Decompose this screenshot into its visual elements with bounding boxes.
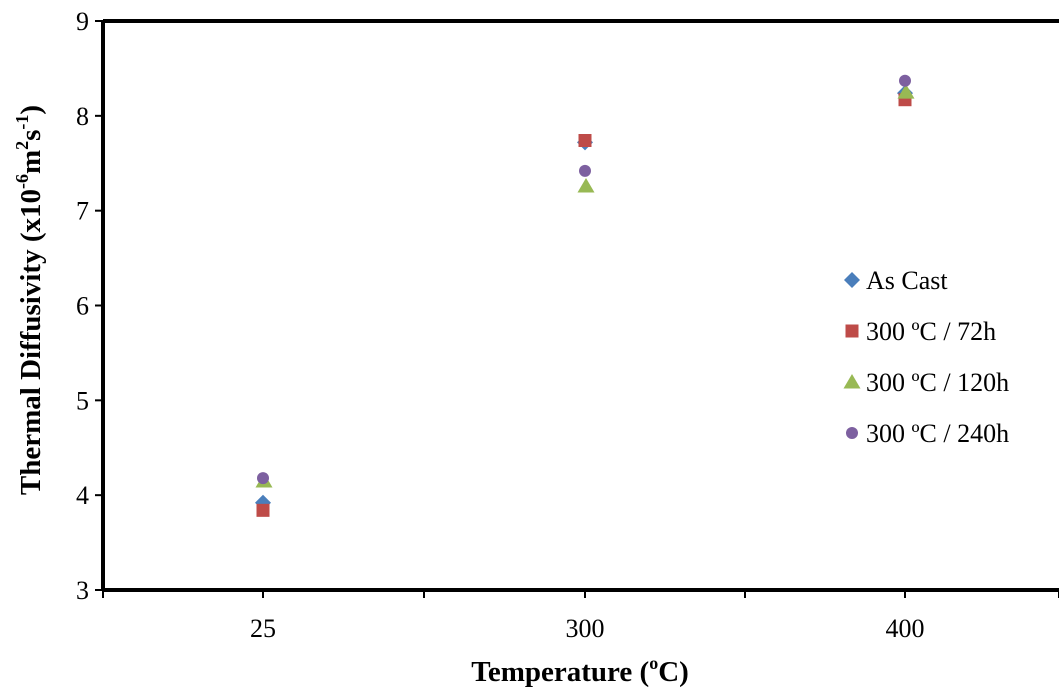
legend-label-300c-120h: 300 ºC / 120h	[866, 368, 1009, 397]
x-axis-title-superscript: o	[649, 653, 658, 673]
x-axis-title: Temperature (oC)	[471, 653, 689, 688]
y-tick-label: 6	[76, 292, 89, 321]
legend-marker-diamond-icon	[844, 272, 860, 288]
data-point-square	[256, 503, 270, 517]
y-axis-ticks: 3 4 5 6 7 8 9	[76, 7, 103, 605]
legend-marker-square-icon	[845, 324, 859, 338]
y-axis-title-mid: m	[15, 150, 47, 174]
data-point-circle	[257, 472, 269, 485]
legend-label-300c-240h: 300 ºC / 240h	[866, 419, 1009, 448]
x-axis-ticks: 25 300 400	[102, 590, 1059, 643]
data-point-square	[578, 133, 592, 147]
x-tick-label: 25	[250, 614, 276, 643]
legend: As Cast 300 ºC / 72h 300 ºC / 120h 300 º…	[843, 266, 1009, 448]
y-axis-title: Thermal Diffusivity (x10-6m2s-1)	[12, 105, 47, 495]
legend-marker-triangle-icon	[843, 374, 861, 389]
x-tick-label: 400	[886, 614, 925, 643]
y-tick-label: 5	[76, 386, 89, 415]
legend-marker-circle-icon	[846, 427, 858, 439]
legend-item-300c-72h: 300 ºC / 72h	[845, 317, 996, 346]
plot-frame	[101, 19, 1059, 592]
y-tick-label: 7	[76, 197, 89, 226]
x-axis-title-end: C)	[658, 656, 689, 688]
legend-label-as-cast: As Cast	[866, 266, 948, 295]
x-tick-label: 300	[566, 614, 605, 643]
data-points	[255, 74, 915, 517]
y-axis-title-main: Thermal Diffusivity (x10	[15, 189, 47, 495]
legend-item-300c-240h: 300 ºC / 240h	[846, 419, 1009, 448]
x-axis-title-main: Temperature (	[471, 656, 649, 688]
y-axis-title-end: )	[15, 105, 47, 115]
y-tick-label: 3	[76, 576, 89, 605]
y-axis-title-sup1: -6	[12, 174, 32, 189]
data-point-triangle	[897, 84, 915, 99]
y-axis-title-sup2: 2	[12, 141, 32, 150]
legend-item-as-cast: As Cast	[844, 266, 948, 295]
legend-item-300c-120h: 300 ºC / 120h	[843, 368, 1009, 397]
legend-label-300c-72h: 300 ºC / 72h	[866, 317, 996, 346]
y-tick-label: 4	[76, 481, 89, 510]
y-axis-title-sup3: -1	[12, 115, 32, 130]
data-point-triangle	[577, 178, 595, 193]
data-point-circle	[579, 164, 591, 177]
y-tick-label: 8	[76, 102, 89, 131]
data-point-circle	[899, 74, 911, 87]
y-tick-label: 9	[76, 7, 89, 36]
y-axis-title-mid2: s	[15, 130, 47, 141]
